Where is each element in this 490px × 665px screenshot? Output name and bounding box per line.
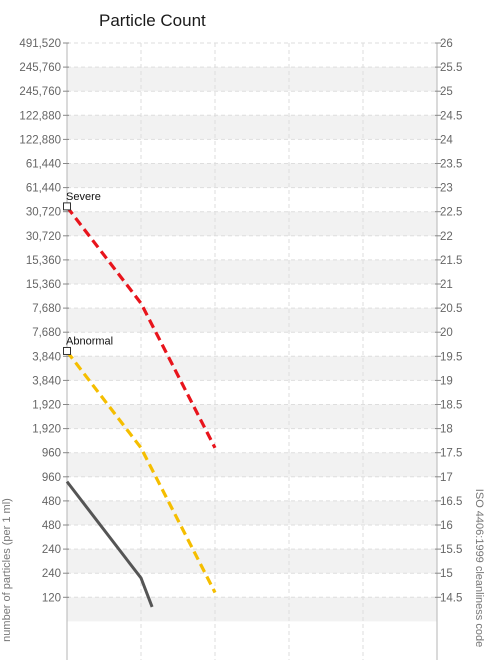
right-axis-title: ISO 4406:1999 cleanliness code xyxy=(473,489,485,647)
left-tick-label: 122,880 xyxy=(19,110,61,122)
chart-title: Particle Count xyxy=(99,11,206,30)
left-tick-label: 1,920 xyxy=(32,400,61,412)
right-tick-label: 15 xyxy=(440,568,453,580)
plot-band xyxy=(67,597,437,622)
right-tick-label: 20.5 xyxy=(440,303,462,315)
left-tick-label: 61,440 xyxy=(26,159,61,171)
left-tick-label: 245,760 xyxy=(19,86,61,98)
right-tick-label: 16.5 xyxy=(440,496,462,508)
left-tick-label: 3,840 xyxy=(32,375,61,387)
right-tick-label: 22 xyxy=(440,231,453,243)
right-tick-label: 23 xyxy=(440,183,453,195)
left-tick-label: 240 xyxy=(42,568,61,580)
right-tick-label: 14.5 xyxy=(440,592,462,604)
right-tick-label: 15.5 xyxy=(440,544,462,556)
left-axis-title: number of particles (per 1 ml) xyxy=(1,498,13,642)
left-tick-label: 15,360 xyxy=(26,255,61,267)
plot-bands xyxy=(67,67,437,622)
left-tick-label: 245,760 xyxy=(19,62,61,74)
series-line xyxy=(65,350,217,594)
series-line xyxy=(65,205,217,449)
right-tick-label: 18 xyxy=(440,424,453,436)
right-tick-label: 25 xyxy=(440,86,453,98)
left-tick-label: 30,720 xyxy=(26,207,61,219)
series-line xyxy=(65,480,154,608)
plot-band xyxy=(67,259,437,284)
plot-band xyxy=(67,211,437,236)
right-tick-label: 22.5 xyxy=(440,207,462,219)
series-label: Severe xyxy=(66,191,101,203)
series-label: Abnormal xyxy=(66,335,113,347)
left-tick-label: 7,680 xyxy=(32,327,61,339)
plot-band xyxy=(67,163,437,188)
right-tick-label: 21 xyxy=(440,279,453,291)
left-tick-label: 480 xyxy=(42,520,61,532)
left-tick-label: 3,840 xyxy=(32,351,61,363)
left-tick-label: 960 xyxy=(42,472,61,484)
series-marker xyxy=(63,346,71,355)
left-tick-label: 15,360 xyxy=(26,279,61,291)
plot-band xyxy=(67,67,437,92)
left-tick-label: 480 xyxy=(42,496,61,508)
plot-band xyxy=(67,308,437,333)
left-tick-label: 61,440 xyxy=(26,183,61,195)
right-tick-label: 21.5 xyxy=(440,255,462,267)
right-tick-label: 26 xyxy=(440,38,453,50)
left-tick-label: 960 xyxy=(42,448,61,460)
right-tick-label: 19 xyxy=(440,375,453,387)
plot-band xyxy=(67,356,437,381)
right-tick-label: 18.5 xyxy=(440,400,462,412)
right-tick-label: 25.5 xyxy=(440,62,462,74)
right-tick-label: 17.5 xyxy=(440,448,462,460)
labels: 491,520 245,760 245,760 122,880 122,880 61,44… xyxy=(1,38,485,647)
left-tick-label: 122,880 xyxy=(19,134,61,146)
right-tick-label: 23.5 xyxy=(440,159,462,171)
right-tick-label: 17 xyxy=(440,472,453,484)
right-tick-label: 19.5 xyxy=(440,351,462,363)
right-tick-label: 24 xyxy=(440,134,453,146)
plot-band xyxy=(67,452,437,477)
plot-band xyxy=(67,115,437,140)
right-tick-label: 20 xyxy=(440,327,453,339)
right-tick-label: 16 xyxy=(440,520,453,532)
plot-band xyxy=(67,500,437,525)
series-lines xyxy=(63,202,217,608)
left-tick-label: 120 xyxy=(42,592,61,604)
left-tick-label: 240 xyxy=(42,544,61,556)
right-tick-label: 24.5 xyxy=(440,110,462,122)
left-tick-label: 491,520 xyxy=(19,38,61,50)
left-tick-label: 7,680 xyxy=(32,303,61,315)
series-marker xyxy=(63,202,71,211)
plot-band xyxy=(67,404,437,429)
left-tick-label: 30,720 xyxy=(26,231,61,243)
left-tick-label: 1,920 xyxy=(32,424,61,436)
